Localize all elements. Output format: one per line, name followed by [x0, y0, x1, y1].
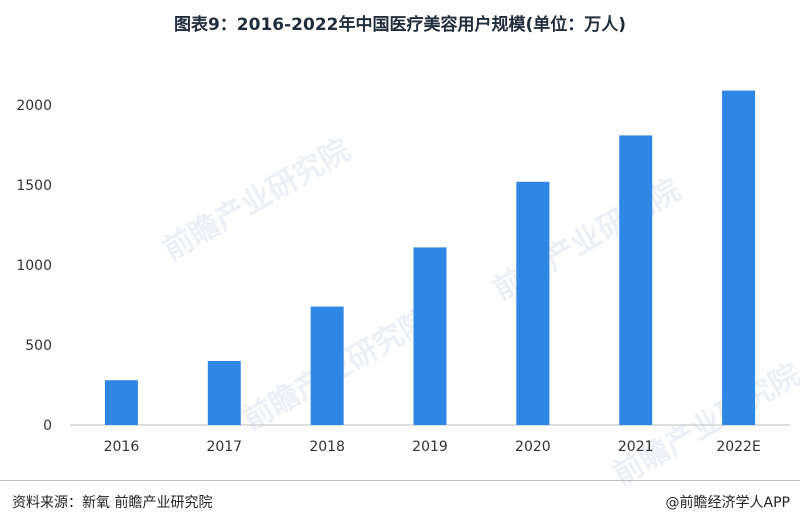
- chart-title: 图表9：2016-2022年中国医疗美容用户规模(单位：万人): [173, 15, 627, 35]
- bar: [413, 247, 447, 425]
- y-tick-label: 0: [43, 418, 52, 434]
- bar: [722, 90, 756, 425]
- x-tick-label: 2017: [206, 439, 242, 455]
- credit-note: @前瞻经济学人APP: [665, 495, 790, 511]
- bar: [619, 135, 653, 425]
- footer-divider: [0, 480, 800, 481]
- y-tick-label: 500: [25, 338, 52, 354]
- x-tick-label: 2019: [412, 439, 448, 455]
- footer: 资料来源：新氧 前瞻产业研究院 @前瞻经济学人APP: [0, 480, 800, 526]
- x-tick-label: 2018: [309, 439, 345, 455]
- bar-chart: 0 500 1000 1500 2000 2016 2017 2018 2019 2020 2021…: [16, 90, 790, 455]
- x-tick-label: 2022E: [716, 439, 760, 455]
- x-tick-label: 2016: [104, 439, 140, 455]
- bar: [516, 181, 550, 425]
- y-tick-label: 1000: [16, 258, 52, 274]
- x-tick-label: 2020: [515, 439, 551, 455]
- y-tick-label: 2000: [16, 98, 52, 114]
- y-tick-label: 1500: [16, 178, 52, 194]
- bar: [207, 361, 241, 425]
- bar: [104, 380, 138, 425]
- bar: [310, 306, 344, 425]
- source-note: 资料来源：新氧 前瞻产业研究院: [12, 495, 213, 511]
- x-tick-label: 2021: [618, 439, 654, 455]
